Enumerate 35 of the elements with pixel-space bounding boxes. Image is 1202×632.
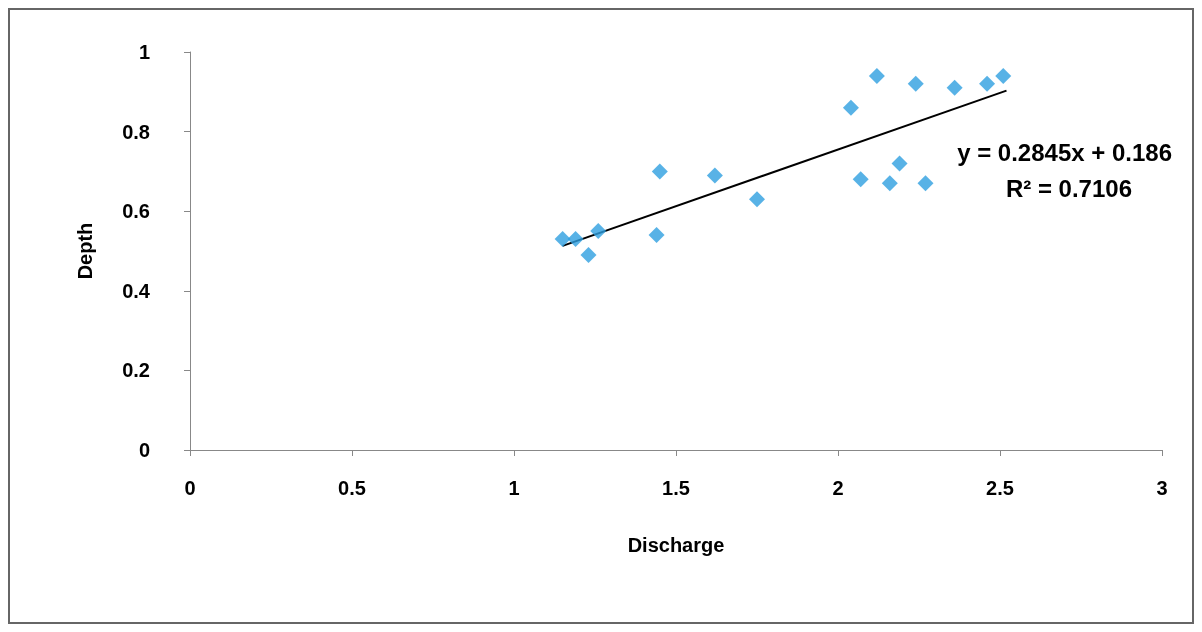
point xyxy=(852,171,869,188)
x-tick-label: 1.5 xyxy=(662,477,690,499)
point xyxy=(979,75,996,92)
y-axis-title: Depth xyxy=(74,222,96,280)
y-tick-label: 0.8 xyxy=(122,120,150,143)
x-tick-label: 2 xyxy=(832,477,844,499)
point xyxy=(590,223,607,240)
point xyxy=(651,163,668,180)
point xyxy=(706,167,723,184)
x-tick-label: 3 xyxy=(1156,477,1168,499)
y-tick-label: 1 xyxy=(138,41,150,63)
point xyxy=(842,99,859,116)
point xyxy=(946,79,963,96)
annotation: R² = 0.7106 xyxy=(1005,174,1133,202)
x-axis-title: Discharge xyxy=(627,534,725,556)
y-tick-label: 0.2 xyxy=(122,359,150,382)
y-tick-label: 0.6 xyxy=(122,200,150,223)
point xyxy=(567,231,584,248)
x-tick-label: 0.5 xyxy=(338,477,366,499)
point xyxy=(554,231,571,248)
point xyxy=(648,227,665,244)
point xyxy=(881,175,898,192)
point xyxy=(995,67,1012,84)
y-tick-label: 0.4 xyxy=(122,279,151,302)
y-tick-label: 0 xyxy=(138,439,150,461)
annotation: y = 0.2845x + 0.186 xyxy=(957,138,1173,166)
x-tick-label: 1 xyxy=(508,477,520,499)
point xyxy=(917,175,934,192)
point xyxy=(891,155,908,172)
point xyxy=(580,246,597,263)
point xyxy=(907,75,924,92)
x-tick-label: 0 xyxy=(184,477,196,499)
x-tick-label: 2.5 xyxy=(986,477,1014,499)
point xyxy=(868,67,885,84)
point xyxy=(749,191,765,208)
